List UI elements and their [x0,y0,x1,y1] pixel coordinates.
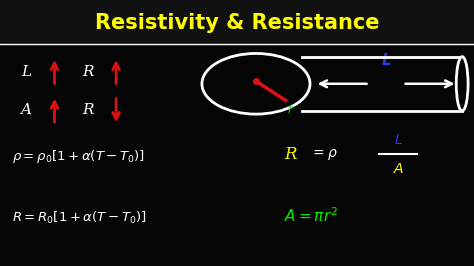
Text: $= \rho$: $= \rho$ [310,147,338,162]
Text: $A = \pi r^2$: $A = \pi r^2$ [284,206,338,225]
Text: A: A [393,162,403,176]
Text: L: L [394,133,402,147]
Text: Resistivity & Resistance: Resistivity & Resistance [95,13,379,33]
Ellipse shape [456,57,468,111]
Text: R: R [284,146,297,163]
Text: $R = R_0\left[1 + \alpha(T - T_0)\right]$: $R = R_0\left[1 + \alpha(T - T_0)\right]… [12,210,146,226]
Text: L: L [21,65,31,79]
Text: $\rho = \rho_0\left[1 + \alpha(T - T_0)\right]$: $\rho = \rho_0\left[1 + \alpha(T - T_0)\… [12,148,145,165]
Text: r: r [288,103,293,116]
Text: R: R [82,65,93,79]
Text: R: R [82,103,93,117]
Text: A: A [20,103,32,117]
Text: L: L [381,53,391,68]
